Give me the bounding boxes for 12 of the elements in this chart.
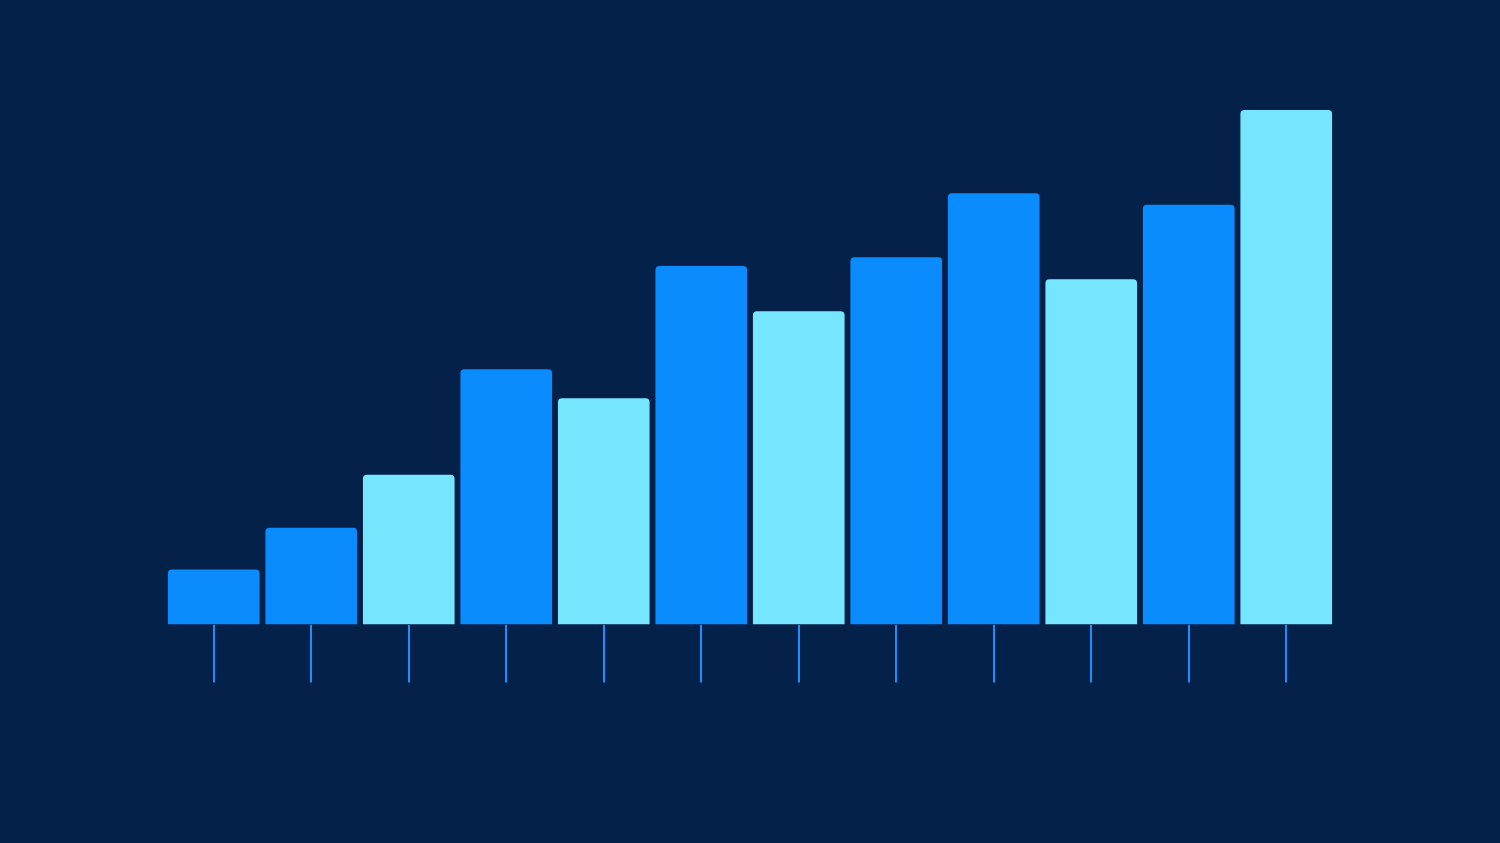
- bar: [460, 369, 553, 625]
- bar: [362, 474, 455, 625]
- bar: [1240, 110, 1333, 625]
- bar: [752, 311, 845, 625]
- bar: [1142, 204, 1235, 625]
- bar: [557, 398, 650, 625]
- bar: [947, 193, 1040, 625]
- bar: [167, 569, 260, 625]
- bar: [850, 257, 943, 625]
- bar: [1045, 279, 1138, 625]
- bar: [655, 265, 748, 625]
- bar: [265, 527, 358, 625]
